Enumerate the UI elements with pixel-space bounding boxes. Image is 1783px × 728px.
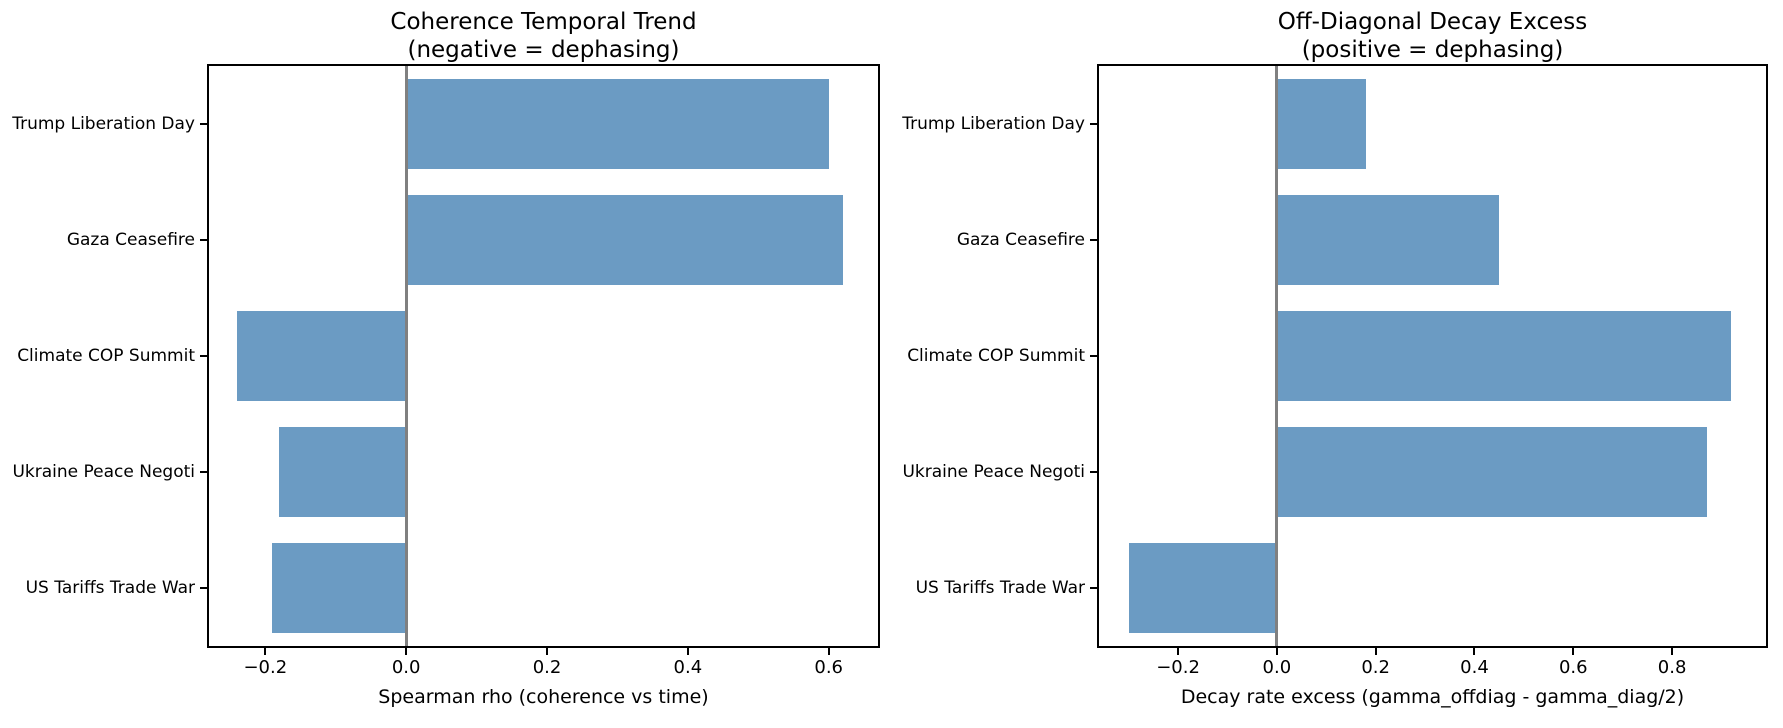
x-tick-mark (1473, 648, 1476, 655)
right-chart-title-line2: (positive = dephasing) (1301, 37, 1564, 64)
right-chart-title: Off-Diagonal Decay Excess (positive = de… (1097, 8, 1768, 64)
x-tick-label: 0.8 (1657, 657, 1687, 678)
y-tick-label: Climate COP Summit (17, 346, 195, 366)
left-plot-area (207, 64, 880, 648)
left-chart-title-line2: (negative = dephasing) (407, 37, 680, 64)
x-tick-mark (546, 648, 549, 655)
y-tick-mark (200, 123, 207, 125)
x-tick-mark (1374, 648, 1377, 655)
bar-trump-liberation-day (406, 78, 829, 170)
right-x-axis-label: Decay rate excess (gamma_offdiag - gamma… (1180, 686, 1685, 708)
bar-gaza-ceasefire (1276, 194, 1500, 286)
y-tick-label: Climate COP Summit (907, 346, 1085, 366)
left-x-axis-label: Spearman rho (coherence vs time) (378, 686, 709, 708)
y-tick-label: US Tariffs Trade War (915, 578, 1085, 598)
x-tick-label: 0.4 (1460, 657, 1489, 678)
x-tick-label: 0.6 (1558, 657, 1588, 678)
y-tick-mark (200, 355, 207, 357)
bar-ukraine-peace-negoti (279, 426, 407, 518)
x-tick-label: 0.4 (673, 657, 703, 678)
left-chart-title: Coherence Temporal Trend (negative = dep… (207, 8, 880, 64)
y-tick-mark (200, 587, 207, 589)
y-tick-label: Gaza Ceasefire (66, 230, 195, 250)
bar-gaza-ceasefire (406, 194, 843, 286)
y-tick-mark (1090, 587, 1097, 589)
x-tick-label: 0.0 (1262, 657, 1292, 678)
y-tick-mark (1090, 471, 1097, 473)
x-tick-mark (405, 648, 408, 655)
x-tick-mark (1177, 648, 1180, 655)
x-tick-mark (264, 648, 267, 655)
x-tick-label: 0.0 (391, 657, 421, 678)
y-tick-label: US Tariffs Trade War (25, 578, 195, 598)
x-tick-mark (1572, 648, 1575, 655)
bar-climate-cop-summit (1276, 310, 1732, 402)
x-tick-label: −0.2 (1156, 657, 1200, 678)
x-tick-mark (827, 648, 830, 655)
y-tick-label: Trump Liberation Day (12, 114, 195, 134)
y-tick-mark (200, 239, 207, 241)
y-tick-mark (1090, 355, 1097, 357)
left-chart-title-line1: Coherence Temporal Trend (390, 9, 697, 35)
y-tick-label: Gaza Ceasefire (956, 230, 1085, 250)
x-tick-label: 0.2 (1361, 657, 1390, 678)
right-plot-area (1097, 64, 1768, 648)
x-tick-label: −0.2 (243, 657, 288, 678)
bar-ukraine-peace-negoti (1276, 426, 1707, 518)
x-tick-mark (1671, 648, 1674, 655)
bar-us-tariffs-trade-war (1128, 542, 1277, 634)
y-tick-mark (1090, 123, 1097, 125)
y-tick-mark (1090, 239, 1097, 241)
y-tick-label: Ukraine Peace Negoti (902, 462, 1085, 482)
x-tick-mark (1275, 648, 1278, 655)
y-tick-label: Ukraine Peace Negoti (12, 462, 195, 482)
zero-reference-line (1275, 66, 1279, 646)
zero-reference-line (404, 66, 408, 646)
bar-climate-cop-summit (237, 310, 407, 402)
bar-us-tariffs-trade-war (272, 542, 407, 634)
x-tick-label: 0.2 (532, 657, 562, 678)
right-chart-title-line1: Off-Diagonal Decay Excess (1277, 9, 1588, 35)
bar-trump-liberation-day (1276, 78, 1366, 170)
x-tick-mark (686, 648, 689, 655)
y-tick-mark (200, 471, 207, 473)
x-tick-label: 0.6 (814, 657, 844, 678)
y-tick-label: Trump Liberation Day (902, 114, 1085, 134)
